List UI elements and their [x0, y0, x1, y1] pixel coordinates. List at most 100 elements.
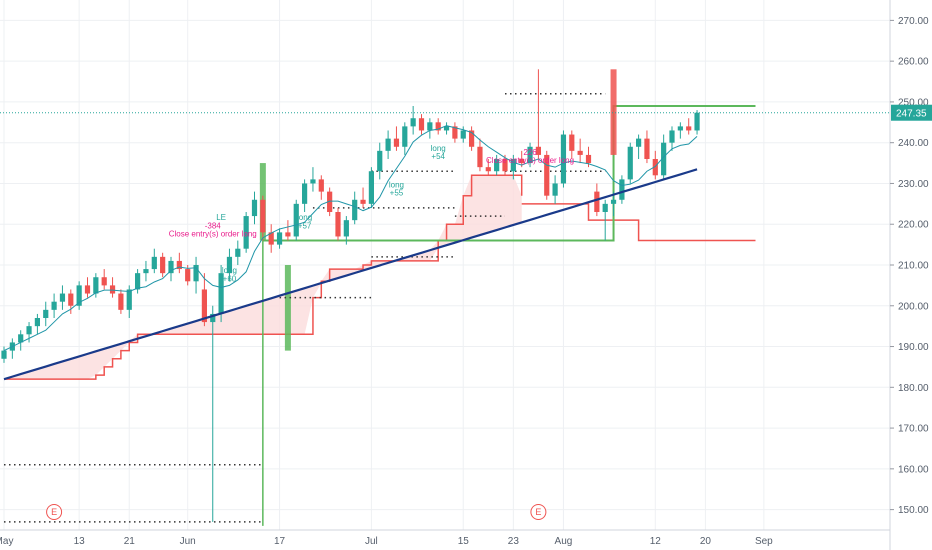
price-tick-label: 150.00 — [898, 505, 929, 516]
candle-body — [452, 126, 458, 139]
candle-body — [661, 142, 667, 176]
candle-body — [343, 220, 349, 237]
candle-body — [427, 122, 433, 131]
candle-body — [644, 138, 650, 159]
annotation-label: Close entry(s) order long — [169, 229, 257, 238]
earnings-marker-circle — [46, 504, 63, 520]
candle-body — [669, 130, 675, 143]
candle-body — [160, 256, 166, 274]
candle-body — [168, 260, 174, 274]
annotation-label: +54 — [431, 152, 445, 161]
candle-body — [268, 232, 274, 245]
candle-body — [1, 350, 7, 359]
candle-body — [43, 309, 49, 318]
candle-body — [544, 154, 550, 196]
candle-body — [502, 159, 508, 172]
candle-body — [469, 130, 475, 147]
strategy-annotations: Close entry(s) order long-384LElong+60lo… — [169, 144, 574, 283]
candle-body — [577, 150, 583, 155]
candle-body — [318, 179, 324, 192]
candle-body — [218, 273, 224, 314]
candle-body — [418, 118, 425, 131]
candle-body — [327, 191, 333, 212]
candle-body — [352, 199, 358, 221]
candle-body — [260, 199, 266, 233]
price-tick-label: 260.00 — [898, 57, 929, 68]
candle-body — [235, 248, 241, 257]
annotation-label: long — [389, 181, 404, 190]
stop-cloud — [4, 174, 756, 380]
annotation-label: -384 — [205, 221, 222, 230]
candle-body — [93, 277, 99, 294]
candle-body — [18, 334, 24, 343]
candle-body — [84, 285, 91, 294]
candle-body — [652, 159, 658, 176]
price-tick-label: 230.00 — [898, 179, 929, 190]
candlestick-series — [1, 69, 700, 522]
candle-body — [485, 167, 491, 172]
price-tick-label: 270.00 — [898, 16, 929, 27]
time-tick-label: Jun — [180, 536, 196, 547]
price-tick-label: 200.00 — [898, 301, 929, 312]
candle-body — [435, 122, 441, 131]
annotation-label: 226 — [523, 148, 537, 157]
stop-line-late — [521, 203, 756, 242]
time-tick-label: 23 — [508, 536, 520, 547]
annotation-label: long — [222, 266, 237, 275]
time-tick-label: 13 — [74, 536, 86, 547]
candle-body — [335, 212, 341, 237]
breakout-channel — [259, 69, 756, 526]
earnings-marker-circle — [530, 504, 547, 520]
candle-body — [443, 126, 450, 131]
candle-body — [519, 159, 525, 164]
candle-body — [410, 118, 416, 127]
last-price-label: 247.35 — [896, 109, 927, 120]
candle-body — [210, 313, 216, 323]
candle-body — [535, 146, 541, 155]
candle-body — [26, 326, 32, 335]
price-tick-label: 170.00 — [898, 424, 929, 435]
time-tick-label: 15 — [458, 536, 470, 547]
earnings-marker-label: E — [535, 507, 541, 517]
candle-body — [619, 179, 625, 200]
candle-body — [360, 199, 366, 204]
price-tick-label: 210.00 — [898, 261, 929, 272]
candle-body — [494, 159, 500, 172]
candle-body — [143, 269, 149, 274]
annotation-label: +55 — [390, 189, 404, 198]
candle-body — [393, 138, 400, 147]
candle-body — [201, 289, 207, 323]
price-tick-label: 220.00 — [898, 220, 929, 231]
candle-body — [627, 146, 633, 180]
candle-body — [251, 199, 258, 217]
annotation-label: Close entry(s) order long — [486, 156, 574, 165]
price-axis[interactable]: 150.00 160.00 170.00 180.00 190.00 200.00 210.… — [889, 0, 932, 550]
time-tick-label: Aug — [555, 536, 573, 547]
candle-body — [594, 191, 600, 212]
channel-upper — [262, 105, 756, 242]
candle-body — [677, 126, 683, 131]
candle-body — [126, 289, 132, 310]
time-tick-label: 20 — [700, 536, 712, 547]
candle-body — [118, 293, 124, 310]
candle-body — [510, 159, 516, 172]
time-tick-label: 12 — [650, 536, 662, 547]
candle-body — [193, 265, 199, 282]
candle-body — [527, 146, 533, 164]
slow-ma-line — [3, 168, 698, 381]
exit-bar — [610, 69, 617, 155]
candle-body — [34, 318, 40, 327]
candle-body — [585, 154, 592, 164]
price-tick-label: 240.00 — [898, 138, 929, 149]
time-axis[interactable]: May 13 21 Jun 17 Jul 15 23 Aug 12 20 Sep — [0, 529, 890, 547]
candle-body — [176, 260, 182, 270]
fast-ma-line — [3, 125, 698, 352]
annotation-label: long — [297, 213, 312, 222]
candle-body — [610, 199, 617, 204]
price-tick-label: 190.00 — [898, 342, 929, 353]
candle-body — [151, 256, 157, 270]
dotted-levels — [4, 93, 606, 523]
annotation-label: +60 — [223, 274, 237, 283]
candle-body — [569, 134, 575, 151]
